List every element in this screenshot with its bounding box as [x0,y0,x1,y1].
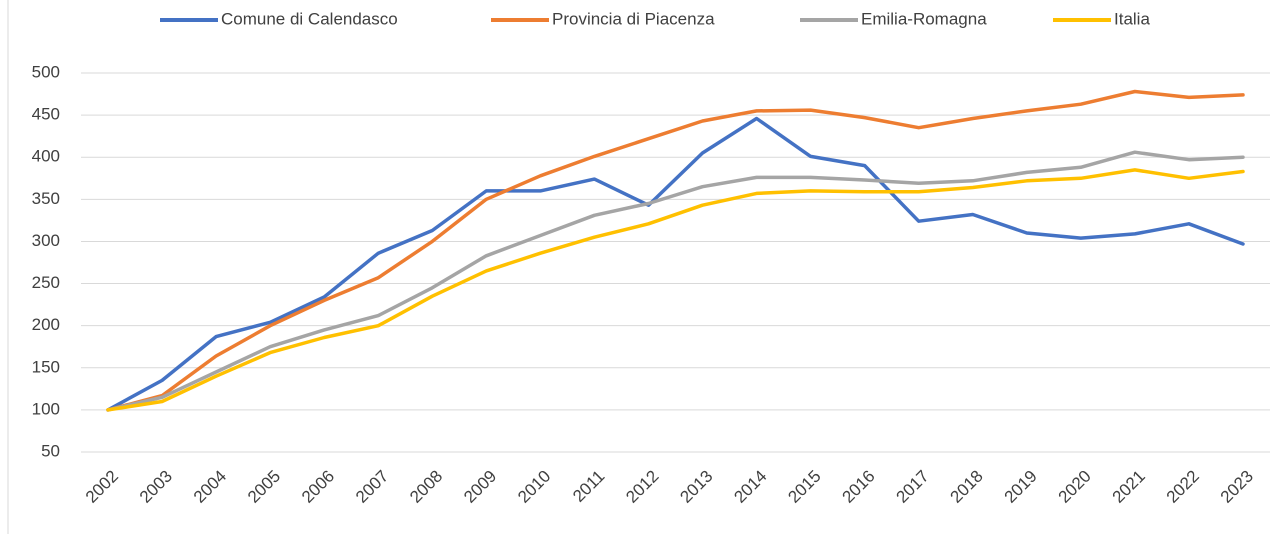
y-tick-label: 450 [32,105,60,124]
x-tick-label: 2018 [947,467,987,507]
y-tick-label: 250 [32,273,60,292]
x-tick-label: 2009 [460,467,500,507]
x-tick-label: 2006 [298,467,338,507]
x-tick-label: 2005 [244,467,284,507]
x-tick-label: 2016 [838,467,878,507]
x-tick-label: 2022 [1163,467,1203,507]
legend-label: Provincia di Piacenza [552,9,715,28]
x-tick-label: 2020 [1055,467,1095,507]
x-tick-label: 2023 [1217,467,1257,507]
legend-label: Italia [1114,9,1150,28]
y-tick-label: 500 [32,62,60,81]
legend-label: Comune di Calendasco [221,9,398,28]
x-tick-label: 2014 [730,467,770,507]
legend-label: Emilia-Romagna [861,9,987,28]
x-tick-label: 2004 [190,467,230,507]
x-tick-label: 2013 [676,467,716,507]
x-tick-label: 2021 [1109,467,1149,507]
y-tick-label: 50 [41,441,60,460]
x-tick-label: 2003 [136,467,176,507]
x-tick-label: 2017 [893,467,933,507]
series-line [106,150,1245,412]
y-tick-label: 350 [32,189,60,208]
x-tick-label: 2008 [406,467,446,507]
series-line [106,89,1245,412]
y-tick-label: 100 [32,399,60,418]
x-tick-label: 2011 [569,467,608,506]
x-tick-label: 2012 [622,467,662,507]
x-tick-label: 2007 [352,467,392,507]
y-tick-label: 300 [32,231,60,250]
series-line [106,116,1245,412]
x-tick-label: 2019 [1001,467,1041,507]
y-tick-label: 200 [32,315,60,334]
x-tick-label: 2002 [82,467,122,507]
series-line [106,168,1245,412]
y-tick-label: 400 [32,147,60,166]
x-tick-label: 2010 [514,467,554,507]
y-tick-label: 150 [32,357,60,376]
x-tick-label: 2015 [784,467,824,507]
